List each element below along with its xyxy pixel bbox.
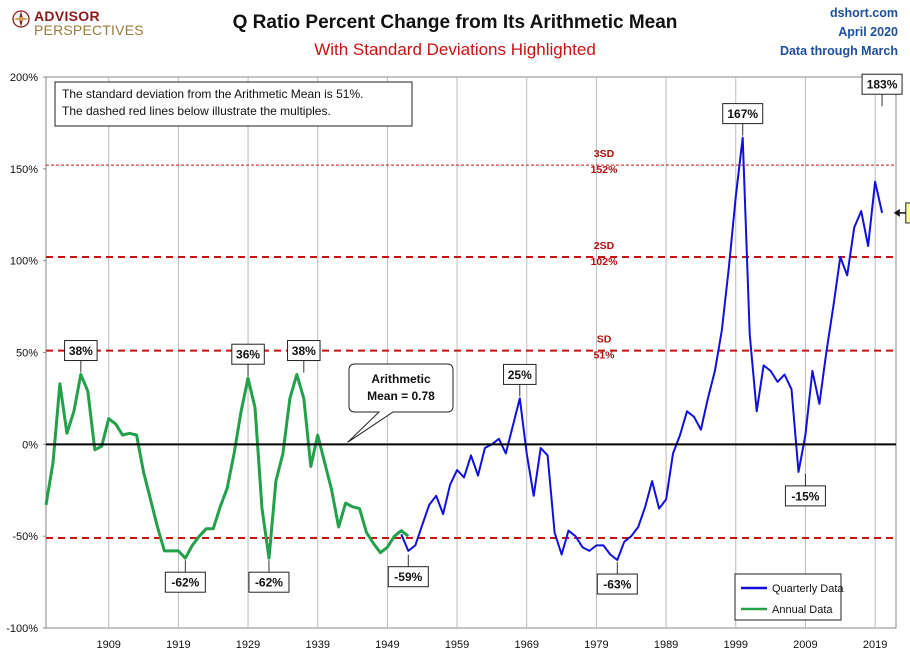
callout-box [596, 573, 638, 595]
callout: -62% [164, 560, 206, 593]
legend-label-quarterly: Quarterly Data [772, 583, 844, 595]
callout-label: -15% [791, 489, 819, 503]
x-tick-label: 1969 [514, 639, 538, 651]
callout-box [861, 73, 903, 95]
axes: 1909 1919 1929 1939 1949 1959 1969 1979 1989 1999… [6, 72, 896, 651]
y-tick-label: 0% [22, 439, 38, 451]
sd-label-value: 152% [591, 164, 619, 176]
grid-lines [108, 77, 876, 628]
callout-label: 167% [727, 107, 758, 121]
callout-box [503, 363, 537, 385]
note-line: The dashed red lines below illustrate th… [62, 104, 331, 118]
sd-label-value: 51% [593, 350, 615, 362]
x-tick-label: 1929 [236, 639, 260, 651]
callout-label: -62% [255, 576, 283, 590]
source-note: Data through March [779, 44, 898, 58]
x-tick-label: 2019 [863, 639, 887, 651]
y-tick-label: 150% [10, 164, 38, 176]
source-site: dshort.com [829, 6, 898, 20]
quarterly-data-line [400, 136, 884, 561]
legend: Quarterly Data Annual Data [734, 573, 844, 621]
x-tick-label: 1959 [445, 639, 469, 651]
y-tick-label: 100% [10, 256, 38, 268]
latest-arrow-icon [893, 208, 900, 217]
callout-box [64, 340, 98, 362]
x-tick-label: 1939 [305, 639, 329, 651]
latest-value: 126% [893, 202, 910, 224]
callout-label: 36% [236, 348, 260, 362]
sd-label-name: 3SD [594, 148, 615, 160]
chart-subtitle: With Standard Deviations Highlighted [314, 40, 596, 59]
y-tick-label: 50% [16, 348, 38, 360]
callout-label: 25% [508, 368, 532, 382]
advisor-perspectives-logo: ADVISOR PERSPECTIVES [8, 6, 144, 42]
callout-box [784, 485, 826, 507]
callout: 25% [503, 363, 537, 397]
annual-data-line [44, 373, 410, 560]
callout-label: -59% [394, 570, 422, 584]
callout-box [164, 571, 206, 593]
sd-label-value: 102% [591, 256, 619, 268]
callout-box [387, 566, 429, 588]
x-tick-label: 1949 [375, 639, 399, 651]
callout-label: -62% [171, 576, 199, 590]
x-tick-label: 2009 [793, 639, 817, 651]
y-tick-label: 200% [10, 72, 38, 84]
callout-label: 183% [867, 78, 898, 92]
plot-area [45, 76, 897, 629]
series-lines [44, 136, 884, 561]
callouts: 38% -62% 36% -62% 38% -59% 25% -63% 167% -15% 183%… [64, 73, 910, 595]
callout-box [287, 340, 321, 362]
note-box: The standard deviation from the Arithmet… [54, 81, 413, 127]
callout-label: 38% [69, 344, 93, 358]
legend-label-annual: Annual Data [772, 604, 833, 616]
x-tick-label: 1909 [96, 639, 120, 651]
x-tick-label: 1989 [654, 639, 678, 651]
callout: -63% [596, 562, 638, 595]
mean-label-line: Mean = 0.78 [367, 389, 435, 403]
callout: 38% [64, 340, 98, 373]
x-tick-label: 1979 [584, 639, 608, 651]
callout: 36% [231, 343, 265, 377]
mean-bubble [347, 363, 454, 443]
sd-label-name: SD [597, 334, 612, 346]
note-line: The standard deviation from the Arithmet… [62, 87, 363, 101]
callout: 183% [861, 73, 903, 107]
mean-label-line: Arithmetic [371, 372, 431, 386]
callout: 167% [722, 103, 764, 136]
callout: -62% [248, 560, 290, 593]
source-date: April 2020 [838, 25, 898, 39]
logo-text-advisor: ADVISOR [34, 8, 100, 24]
sd-lines: SD 51% 2SD 102% 3SD 152% [46, 148, 896, 540]
chart-title: Q Ratio Percent Change from Its Arithmet… [232, 12, 678, 33]
y-tick-label: -100% [6, 623, 38, 635]
logo-text-perspectives: PERSPECTIVES [34, 22, 144, 38]
callout-box [248, 571, 290, 593]
arithmetic-mean-callout: Arithmetic Mean = 0.78 [347, 363, 454, 443]
latest-value-box [905, 202, 910, 224]
compass-icon [12, 10, 30, 28]
x-tick-label: 1919 [166, 639, 190, 651]
callout-label: -63% [603, 578, 631, 592]
callout-box [231, 343, 265, 365]
callout: -59% [387, 554, 429, 588]
callout-label: 38% [292, 344, 316, 358]
callout: -15% [784, 473, 826, 507]
callout: 38% [287, 340, 321, 373]
y-tick-label: -50% [12, 531, 38, 543]
callout-box [722, 103, 764, 125]
note-box-frame [54, 81, 413, 127]
plot-border [45, 76, 897, 629]
sd-label-name: 2SD [594, 240, 615, 252]
legend-box [734, 573, 842, 621]
x-tick-label: 1999 [724, 639, 748, 651]
